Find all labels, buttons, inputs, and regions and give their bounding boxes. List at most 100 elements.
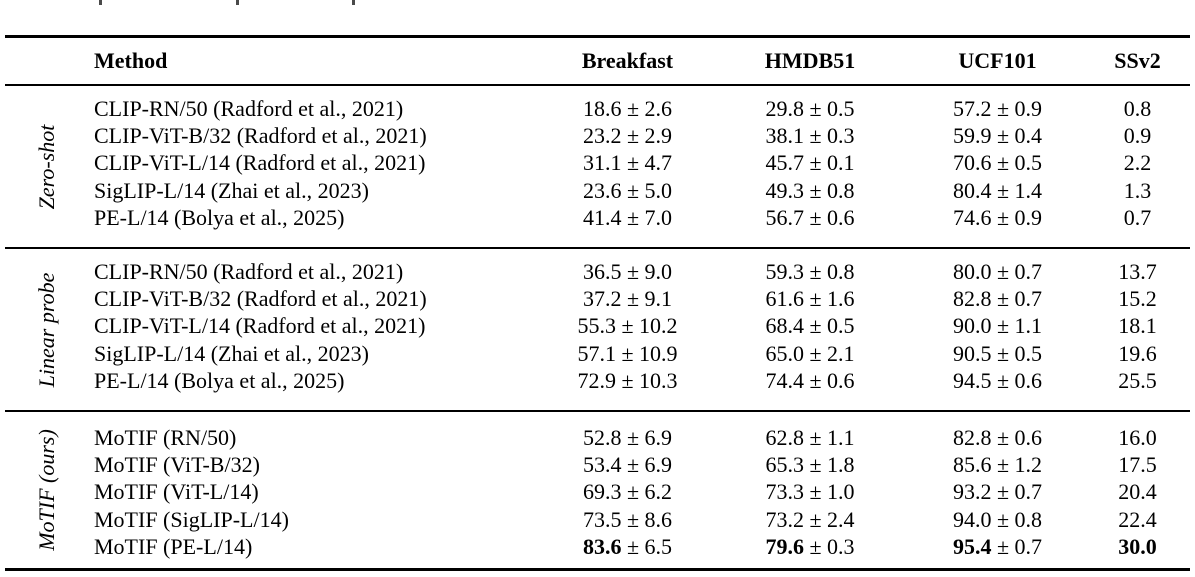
metric-value-cell: 13.7 [1118,259,1157,285]
metric-value-cell: 94.0 ± 0.8 [952,506,1043,532]
table-row: CLIP-ViT-L/14 (Radford et al., 2021) 31.… [5,149,1190,176]
table-header: Method Breakfast HMDB51 UCF101 SSv2 [5,37,1190,86]
method-name-cell: MoTIF (SigLIP-L/14) [94,506,289,532]
method-name-cell: MoTIF (ViT-L/14) [94,479,259,505]
metric-value-cell: 0.9 [1123,123,1152,149]
metric-value-cell: 68.4 ± 0.5 [765,313,855,339]
metric-value-cell: 69.3 ± 6.2 [582,479,673,505]
metric-value-cell: 18.6 ± 2.6 [582,96,673,121]
metric-value-cell: 59.3 ± 0.8 [765,259,855,285]
metric-value-cell: 65.3 ± 1.8 [765,452,855,478]
metric-value-cell: 83.6 ± 6.5 [545,533,710,570]
column-header-breakfast: Breakfast [581,48,674,73]
metric-value-cell: 90.0 ± 1.1 [952,313,1043,339]
row-group-label-cell: Linear probe [5,248,88,411]
method-name-cell: MoTIF (PE-L/14) [94,533,253,559]
metric-value-cell: 65.0 ± 2.1 [765,340,855,366]
row-group-label-motif-ours: MoTIF (ours) [33,429,59,551]
column-header-ucf101: UCF101 [958,48,1037,73]
metric-value-cell: 73.3 ± 1.0 [765,479,855,505]
metric-value-cell: 31.1 ± 4.7 [582,150,673,176]
metric-value-cell: 19.6 [1118,340,1157,366]
metric-value-cell: 18.1 [1118,313,1157,339]
column-header-ssv2: SSv2 [1114,48,1161,73]
metric-value-cell: 74.4 ± 0.6 [765,367,855,393]
metric-value-cell: 2.2 [1123,150,1152,176]
value-stddev: ± 0.3 [803,533,855,559]
metric-value-cell: 45.7 ± 0.1 [765,150,855,176]
row-group-label-linear-probe: Linear probe [33,272,59,387]
row-group-label-zero-shot: Zero-shot [33,124,59,209]
cropped-text-fragment [352,0,355,5]
metric-value-cell: 93.2 ± 0.7 [952,479,1043,505]
table-row: Zero-shot CLIP-RN/50 (Radford et al., 20… [5,85,1190,209]
header-gutter [5,37,88,86]
metric-value-cell: 17.5 [1118,452,1157,478]
table-row: MoTIF (ViT-B/32) 53.4 ± 6.9 65.3 ± 1.8 8… [5,451,1190,478]
metric-value-cell: 74.6 ± 0.9 [952,204,1043,230]
metric-value-cell: 61.6 ± 1.6 [765,286,855,312]
metric-value-cell: 37.2 ± 9.1 [582,286,673,312]
row-group-motif-ours: MoTIF (ours) MoTIF (RN/50) 52.8 ± 6.9 62… [5,411,1190,570]
metric-value-cell: 41.4 ± 7.0 [582,204,673,230]
row-group-label-cell: MoTIF (ours) [5,411,88,570]
metric-value-cell: 57.1 ± 10.9 [577,340,678,366]
table-row: MoTIF (ViT-L/14) 69.3 ± 6.2 73.3 ± 1.0 9… [5,478,1190,505]
table-row: CLIP-ViT-L/14 (Radford et al., 2021) 55.… [5,312,1190,339]
metric-value-cell: 16.0 [1118,425,1157,451]
metric-value-cell: 29.8 ± 0.5 [765,96,855,121]
row-group-zero-shot: Zero-shot CLIP-RN/50 (Radford et al., 20… [5,85,1190,248]
metric-value-cell: 52.8 ± 6.9 [582,425,673,451]
metric-value-cell: 36.5 ± 9.0 [582,259,673,285]
metric-value-cell: 0.7 [1123,204,1152,230]
method-name-cell: SigLIP-L/14 (Zhai et al., 2023) [94,340,369,366]
table-row: MoTIF (SigLIP-L/14) 73.5 ± 8.6 73.2 ± 2.… [5,506,1190,533]
metric-value-cell: 49.3 ± 0.8 [765,177,855,203]
metric-value-cell: 55.3 ± 10.2 [577,313,678,339]
table-row-best-result: MoTIF (PE-L/14) 83.6 ± 6.5 79.6 ± 0.3 95… [5,533,1190,570]
value-stddev: ± 6.5 [621,533,673,559]
method-name-cell: CLIP-RN/50 (Radford et al., 2021) [94,259,404,285]
metric-value-cell: 59.9 ± 0.4 [952,123,1043,149]
metric-value-cell: 79.6 ± 0.3 [710,533,910,570]
metric-value-cell: 73.2 ± 2.4 [765,506,855,532]
metric-value-cell: 62.8 ± 1.1 [765,425,855,451]
table-row: Linear probe CLIP-RN/50 (Radford et al.,… [5,248,1190,387]
metric-value-cell: 73.5 ± 8.6 [582,506,673,532]
cropped-text-fragment [99,0,102,5]
metric-value-cell: 0.8 [1123,96,1152,121]
metric-value-cell: 82.8 ± 0.7 [952,286,1043,312]
metric-value-cell: 80.0 ± 0.7 [952,259,1043,285]
method-name-cell: CLIP-ViT-L/14 (Radford et al., 2021) [94,313,426,339]
metric-value-cell: 23.6 ± 5.0 [582,177,673,203]
metric-value-cell: 80.4 ± 1.4 [952,177,1043,203]
method-name-cell: CLIP-ViT-B/32 (Radford et al., 2021) [94,286,427,312]
method-name-cell: PE-L/14 (Bolya et al., 2025) [94,367,345,393]
metric-value-cell: 94.5 ± 0.6 [952,367,1043,393]
table-row: SigLIP-L/14 (Zhai et al., 2023) 57.1 ± 1… [5,340,1190,367]
best-value: 83.6 [582,533,622,559]
metric-value-cell: 57.2 ± 0.9 [952,96,1043,121]
row-group-linear-probe: Linear probe CLIP-RN/50 (Radford et al.,… [5,248,1190,411]
table-row: MoTIF (ours) MoTIF (RN/50) 52.8 ± 6.9 62… [5,411,1190,551]
metric-value-cell: 25.5 [1118,367,1157,393]
method-name-cell: CLIP-RN/50 (Radford et al., 2021) [94,96,404,121]
metric-value-cell: 15.2 [1118,286,1157,312]
column-header-method: Method [94,48,168,73]
metric-value-cell: 72.9 ± 10.3 [577,367,678,393]
metric-value-cell: 23.2 ± 2.9 [582,123,673,149]
row-group-label-cell: Zero-shot [5,85,88,248]
table-row: CLIP-ViT-B/32 (Radford et al., 2021) 23.… [5,122,1190,149]
metric-value-cell: 56.7 ± 0.6 [765,204,855,230]
best-value: 30.0 [1118,533,1157,559]
metric-value-cell: 82.8 ± 0.6 [952,425,1043,451]
cropped-text-fragment [236,0,239,5]
metric-value-cell: 90.5 ± 0.5 [952,340,1043,366]
table-row: SigLIP-L/14 (Zhai et al., 2023) 23.6 ± 5… [5,177,1190,204]
metric-value-cell: 85.6 ± 1.2 [952,452,1043,478]
metric-value-cell: 20.4 [1118,479,1157,505]
table-row: PE-L/14 (Bolya et al., 2025) 41.4 ± 7.0 … [5,204,1190,248]
table-row: CLIP-ViT-B/32 (Radford et al., 2021) 37.… [5,285,1190,312]
method-name-cell: CLIP-ViT-L/14 (Radford et al., 2021) [94,150,426,176]
